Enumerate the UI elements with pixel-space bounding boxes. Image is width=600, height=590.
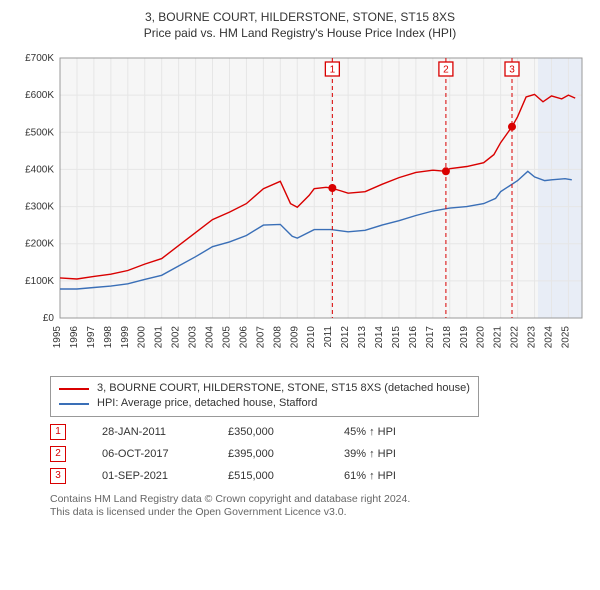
sales-row: 1 28-JAN-2011 £350,000 45% ↑ HPI — [50, 421, 590, 443]
sale-index-box: 3 — [50, 468, 66, 484]
sale-index-box: 1 — [50, 424, 66, 440]
x-tick-label: 2019 — [459, 326, 470, 349]
y-tick-label: £300K — [25, 202, 54, 213]
x-tick-label: 1997 — [86, 326, 97, 349]
y-tick-label: £400K — [25, 164, 54, 175]
footer-line1: Contains HM Land Registry data © Crown c… — [50, 493, 590, 507]
legend-row: 3, BOURNE COURT, HILDERSTONE, STONE, ST1… — [59, 381, 470, 396]
x-tick-label: 2024 — [543, 326, 554, 349]
y-tick-label: £500K — [25, 127, 54, 138]
x-tick-label: 2016 — [408, 326, 419, 349]
y-tick-label: £0 — [43, 313, 55, 324]
x-tick-label: 2007 — [255, 326, 266, 349]
x-tick-label: 2025 — [560, 326, 571, 349]
y-tick-label: £700K — [25, 53, 54, 64]
x-tick-label: 1998 — [103, 326, 114, 349]
x-tick-label: 2021 — [493, 326, 504, 349]
sale-price: £395,000 — [228, 448, 308, 460]
sale-price: £350,000 — [228, 426, 308, 438]
x-tick-label: 2006 — [238, 326, 249, 349]
sale-date: 01-SEP-2021 — [102, 470, 192, 482]
legend: 3, BOURNE COURT, HILDERSTONE, STONE, ST1… — [50, 376, 479, 417]
footer-note: Contains HM Land Registry data © Crown c… — [50, 493, 590, 520]
sale-date: 06-OCT-2017 — [102, 448, 192, 460]
legend-swatch — [59, 388, 89, 390]
x-tick-label: 2011 — [323, 326, 334, 348]
x-tick-label: 1999 — [120, 326, 131, 349]
y-tick-label: £600K — [25, 90, 54, 101]
y-tick-label: £200K — [25, 239, 54, 250]
x-tick-label: 2002 — [171, 326, 182, 349]
x-tick-label: 2020 — [476, 326, 487, 349]
x-tick-label: 2004 — [205, 326, 216, 349]
x-tick-label: 1995 — [52, 326, 63, 349]
x-tick-label: 2008 — [272, 326, 283, 349]
y-tick-label: £100K — [25, 276, 54, 287]
x-tick-label: 2015 — [391, 326, 402, 349]
chart-svg: £0 £100K £200K £300K £400K £500K £600K £700K 199… — [10, 48, 590, 368]
x-tick-label: 2014 — [374, 326, 385, 349]
sale-index-box: 2 — [50, 446, 66, 462]
sale-marker-dot — [442, 167, 450, 175]
legend-label: HPI: Average price, detached house, Staf… — [97, 396, 317, 411]
sale-marker-index: 2 — [443, 65, 449, 76]
sale-marker-dot — [328, 184, 336, 192]
sales-table: 1 28-JAN-2011 £350,000 45% ↑ HPI 2 06-OCT-201… — [50, 421, 590, 487]
sale-marker-index: 1 — [330, 65, 336, 76]
x-tick-label: 2017 — [425, 326, 436, 349]
x-tick-label: 2001 — [154, 326, 165, 349]
sale-date: 28-JAN-2011 — [102, 426, 192, 438]
sale-marker-index: 3 — [509, 65, 515, 76]
chart-subtitle: Price paid vs. HM Land Registry's House … — [10, 26, 590, 40]
x-tick-label: 2023 — [527, 326, 538, 349]
footer-line2: This data is licensed under the Open Gov… — [50, 506, 590, 520]
sale-pct: 45% ↑ HPI — [344, 426, 396, 438]
sale-pct: 61% ↑ HPI — [344, 470, 396, 482]
sales-row: 3 01-SEP-2021 £515,000 61% ↑ HPI — [50, 465, 590, 487]
sale-marker-dot — [508, 123, 516, 131]
x-tick-label: 2003 — [188, 326, 199, 349]
legend-label: 3, BOURNE COURT, HILDERSTONE, STONE, ST1… — [97, 381, 470, 396]
chart-title: 3, BOURNE COURT, HILDERSTONE, STONE, ST1… — [10, 10, 590, 24]
x-tick-label: 2005 — [221, 326, 232, 349]
x-tick-label: 2013 — [357, 326, 368, 349]
sale-price: £515,000 — [228, 470, 308, 482]
x-tick-label: 2000 — [137, 326, 148, 349]
sales-row: 2 06-OCT-2017 £395,000 39% ↑ HPI — [50, 443, 590, 465]
title-block: 3, BOURNE COURT, HILDERSTONE, STONE, ST1… — [10, 10, 590, 40]
x-tick-label: 2012 — [340, 326, 351, 349]
legend-swatch — [59, 403, 89, 405]
x-tick-label: 2010 — [306, 326, 317, 349]
x-tick-label: 1996 — [69, 326, 80, 349]
sale-pct: 39% ↑ HPI — [344, 448, 396, 460]
x-tick-label: 2022 — [510, 326, 521, 349]
plot-area: £0 £100K £200K £300K £400K £500K £600K £700K 199… — [10, 48, 590, 368]
legend-row: HPI: Average price, detached house, Staf… — [59, 396, 470, 411]
x-tick-label: 2009 — [289, 326, 300, 349]
x-tick-label: 2018 — [442, 326, 453, 349]
chart-container: 3, BOURNE COURT, HILDERSTONE, STONE, ST1… — [0, 0, 600, 528]
